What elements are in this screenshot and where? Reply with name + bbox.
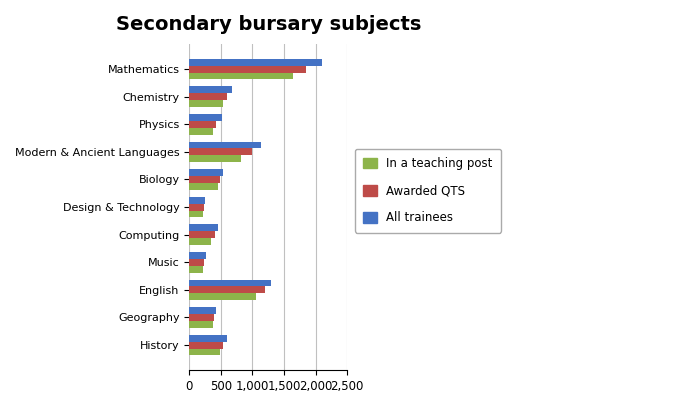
Bar [189, 128, 213, 135]
Bar [189, 59, 322, 66]
Bar [189, 266, 203, 273]
Legend: In a teaching post, Awarded QTS, All trainees: In a teaching post, Awarded QTS, All tra… [354, 149, 501, 233]
Bar [189, 231, 215, 238]
Bar [189, 183, 218, 190]
Bar [189, 314, 214, 321]
Bar [189, 155, 241, 162]
Bar [189, 321, 213, 328]
Bar [189, 211, 203, 217]
Bar [189, 259, 205, 266]
Bar [189, 114, 222, 121]
Bar [189, 93, 227, 100]
Bar [189, 73, 293, 80]
Bar [189, 197, 205, 204]
Bar [189, 176, 220, 183]
Bar [189, 252, 207, 259]
Bar [189, 224, 218, 231]
Bar [189, 293, 256, 300]
Title: Secondary bursary subjects: Secondary bursary subjects [116, 15, 421, 34]
Bar [189, 86, 233, 93]
Bar [189, 204, 205, 211]
Bar [189, 279, 271, 286]
Bar [189, 66, 306, 73]
Bar [189, 238, 211, 245]
Bar [189, 307, 216, 314]
Bar [189, 348, 220, 355]
Bar [189, 335, 226, 341]
Bar [189, 149, 252, 155]
Bar [189, 286, 265, 293]
Bar [189, 100, 223, 107]
Bar [189, 121, 216, 128]
Bar [189, 341, 223, 348]
Bar [189, 169, 224, 176]
Bar [189, 142, 261, 149]
